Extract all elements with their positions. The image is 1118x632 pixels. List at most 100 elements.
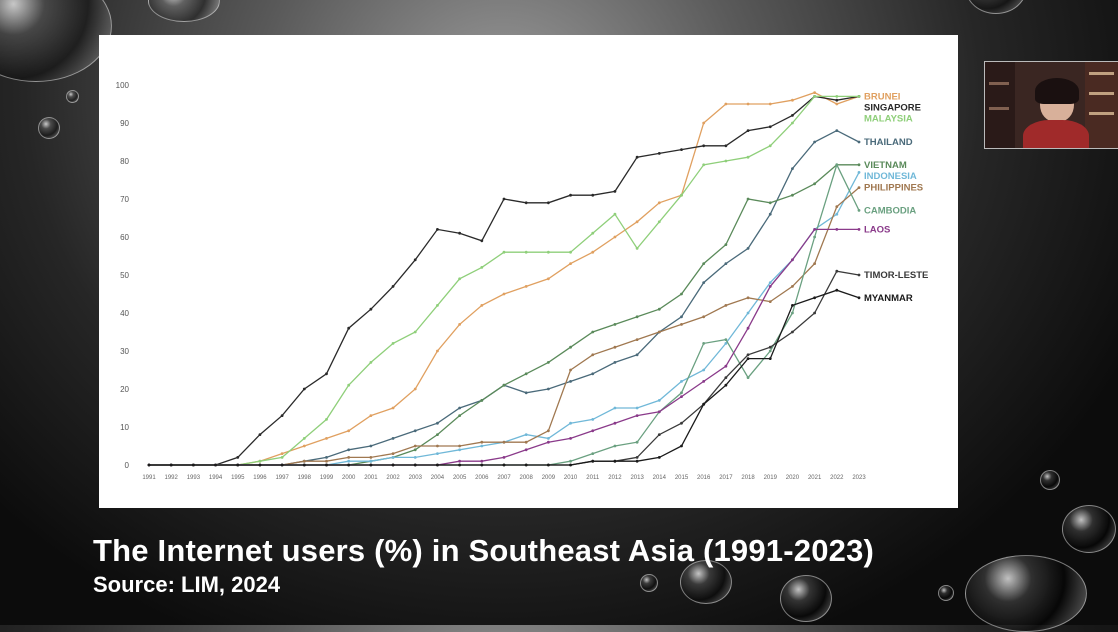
data-point-indonesia (835, 212, 839, 216)
data-point-indonesia (702, 368, 706, 372)
data-point-brunei (657, 201, 661, 205)
data-point-malaysia (746, 155, 750, 159)
data-point-indonesia (724, 342, 728, 345)
data-point-malaysia (347, 383, 351, 387)
data-point-philippines (613, 345, 617, 349)
x-tick-label: 1999 (320, 475, 334, 481)
data-point-vietnam (768, 201, 772, 205)
data-point-thailand (569, 380, 572, 383)
data-point-myanmar (391, 463, 395, 467)
data-point-singapore (524, 201, 528, 205)
x-tick-label: 2009 (542, 475, 556, 481)
data-point-malaysia (813, 95, 817, 98)
data-point-singapore (657, 152, 661, 155)
data-point-indonesia (369, 459, 373, 463)
data-point-philippines (680, 323, 683, 326)
data-point-thailand (791, 167, 794, 171)
data-point-laos (546, 440, 550, 444)
series-label-timor-leste: TIMOR-LESTE (864, 270, 928, 281)
data-point-malaysia (569, 250, 572, 254)
data-point-vietnam (546, 361, 550, 364)
data-point-singapore (835, 98, 839, 102)
data-point-vietnam (436, 433, 439, 436)
data-point-malaysia (502, 250, 506, 254)
data-point-myanmar (591, 459, 595, 463)
data-point-laos (724, 364, 728, 368)
data-point-singapore (347, 326, 351, 330)
y-tick-label: 100 (116, 81, 130, 90)
x-tick-label: 1996 (253, 475, 267, 481)
y-axis-ticks: 0 10 20 30 40 50 60 70 80 90 100 (116, 81, 130, 470)
data-point-myanmar (524, 463, 528, 467)
data-point-malaysia (591, 231, 595, 235)
data-point-singapore (258, 433, 262, 436)
data-point-philippines (436, 444, 439, 448)
data-point-philippines (569, 368, 572, 372)
x-tick-label: 2013 (630, 475, 644, 481)
x-tick-label: 1995 (231, 475, 245, 481)
data-point-brunei (791, 98, 794, 102)
data-point-thailand (347, 448, 351, 452)
data-point-vietnam (813, 182, 817, 186)
data-point-vietnam (569, 345, 572, 349)
data-point-thailand (835, 129, 839, 132)
data-point-malaysia (436, 304, 439, 307)
data-point-myanmar (258, 463, 262, 467)
water-drop-decoration (1040, 470, 1060, 490)
data-point-thailand (413, 429, 417, 433)
data-point-myanmar (613, 459, 617, 463)
x-tick-label: 2001 (364, 475, 378, 481)
data-point-myanmar (236, 463, 240, 467)
data-point-laos (591, 429, 595, 433)
data-point-brunei (391, 406, 395, 410)
data-point-myanmar (458, 463, 462, 467)
data-point-philippines (724, 304, 728, 307)
series-label-myanmar: MYANMAR (864, 293, 913, 304)
data-point-cambodia (635, 440, 639, 444)
data-point-cambodia (613, 444, 617, 448)
data-point-laos (813, 228, 817, 231)
data-point-myanmar (813, 296, 817, 300)
x-tick-label: 2007 (497, 475, 511, 481)
series-line-cambodia (149, 163, 860, 466)
data-point-philippines (857, 186, 861, 190)
x-tick-label: 1993 (187, 475, 201, 481)
data-point-myanmar (302, 463, 306, 467)
data-point-philippines (369, 456, 373, 459)
data-point-malaysia (546, 250, 550, 254)
x-axis-ticks: 1991 1992 1993 1994 1995 1996 1997 1998 1999 2000… (142, 475, 866, 481)
data-point-philippines (302, 459, 306, 463)
y-tick-label: 50 (120, 271, 129, 280)
data-point-singapore (391, 285, 395, 288)
data-point-brunei (347, 429, 351, 433)
data-point-vietnam (613, 323, 617, 326)
water-drop-decoration (965, 555, 1087, 632)
data-point-timor-leste (768, 345, 772, 349)
data-point-myanmar (857, 296, 861, 300)
data-point-brunei (369, 414, 373, 417)
water-drop-decoration (965, 0, 1027, 14)
series-label-vietnam: VIETNAM (864, 160, 907, 171)
data-point-philippines (480, 440, 484, 444)
x-tick-label: 1994 (209, 475, 223, 481)
data-point-malaysia (791, 121, 794, 125)
data-point-brunei (436, 349, 439, 353)
data-point-thailand (857, 140, 861, 144)
data-point-philippines (746, 296, 750, 300)
x-tick-label: 2019 (764, 475, 778, 481)
data-point-vietnam (746, 197, 750, 201)
data-point-malaysia (480, 266, 484, 269)
data-point-timor-leste (857, 273, 861, 277)
data-point-philippines (591, 353, 595, 357)
data-point-malaysia (413, 330, 417, 334)
x-tick-label: 2006 (475, 475, 489, 481)
data-point-brunei (502, 292, 506, 296)
data-point-timor-leste (657, 433, 661, 436)
data-point-brunei (635, 220, 639, 224)
data-point-laos (791, 258, 794, 262)
data-point-brunei (813, 91, 817, 94)
data-point-myanmar (325, 463, 328, 467)
data-point-laos (569, 437, 572, 440)
data-point-timor-leste (813, 311, 817, 315)
data-point-philippines (813, 262, 817, 265)
